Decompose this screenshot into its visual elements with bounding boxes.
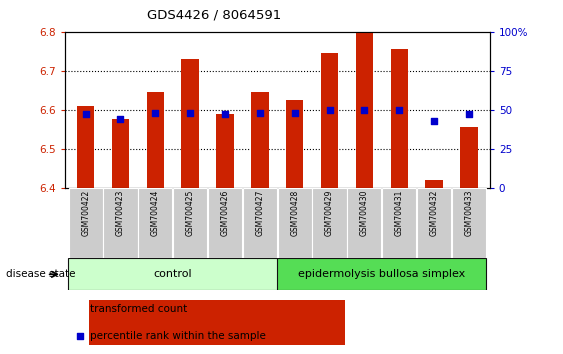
Text: GSM700427: GSM700427 [256, 190, 265, 236]
Bar [216, 114, 234, 188]
Point [256, 110, 265, 116]
Bar [138, 188, 172, 258]
Point [186, 110, 195, 116]
Bar [251, 92, 269, 188]
Text: percentile rank within the sample: percentile rank within the sample [90, 331, 266, 341]
Bar [391, 50, 408, 188]
Text: GSM700428: GSM700428 [290, 190, 299, 236]
Text: GSM700424: GSM700424 [151, 190, 160, 236]
Text: disease state: disease state [6, 269, 75, 279]
Point [81, 112, 90, 117]
Bar [173, 188, 207, 258]
Bar [69, 188, 102, 258]
Point [430, 118, 439, 124]
Point [221, 112, 230, 117]
Text: GSM700430: GSM700430 [360, 190, 369, 236]
Bar [382, 188, 416, 258]
Bar [321, 53, 338, 188]
Text: GSM700429: GSM700429 [325, 190, 334, 236]
Bar [356, 32, 373, 188]
Text: epidermolysis bullosa simplex: epidermolysis bullosa simplex [298, 269, 466, 279]
Point [395, 107, 404, 113]
Bar [243, 188, 277, 258]
Bar [460, 127, 477, 188]
Bar [208, 188, 242, 258]
Text: control: control [154, 269, 192, 279]
Text: transformed count: transformed count [90, 304, 187, 314]
Text: GSM700433: GSM700433 [464, 190, 473, 236]
Bar [181, 59, 199, 188]
Point [116, 116, 125, 122]
Bar [112, 120, 129, 188]
Text: GDS4426 / 8064591: GDS4426 / 8064591 [147, 9, 281, 22]
Bar [452, 188, 486, 258]
Text: GSM700423: GSM700423 [116, 190, 125, 236]
Point [464, 112, 473, 117]
Text: GSM700432: GSM700432 [430, 190, 439, 236]
Text: GSM700422: GSM700422 [81, 190, 90, 236]
Point [151, 110, 160, 116]
Bar [286, 100, 303, 188]
Text: GSM700426: GSM700426 [221, 190, 230, 236]
Bar [417, 188, 451, 258]
Bar [68, 259, 277, 290]
Bar [347, 188, 382, 258]
Point [360, 107, 369, 113]
Bar [77, 106, 95, 188]
Text: GSM700431: GSM700431 [395, 190, 404, 236]
Text: GSM700425: GSM700425 [186, 190, 195, 236]
Bar [426, 180, 443, 188]
Bar [278, 259, 486, 290]
Bar [146, 92, 164, 188]
Bar [104, 188, 137, 258]
Bar [312, 188, 347, 258]
Point [325, 107, 334, 113]
Bar [278, 188, 312, 258]
Point [290, 110, 299, 116]
